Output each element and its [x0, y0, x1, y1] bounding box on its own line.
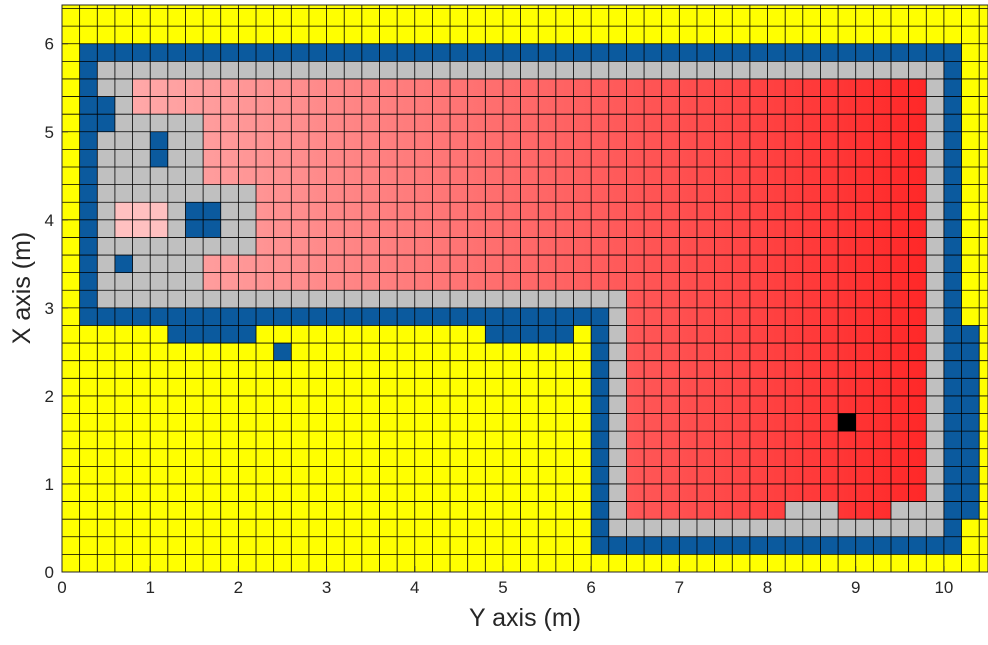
y-tick-label: 0 [45, 563, 54, 582]
map-region [626, 79, 926, 519]
y-tick-label: 3 [45, 299, 54, 318]
x-tick-label: 1 [145, 578, 154, 597]
map-region [838, 414, 856, 432]
chart: Y axis (m) X axis (m) 0 1 2 3 4 5 6 7 8 9 10 0 1 2 3 4 5… [0, 0, 988, 640]
x-tick-label: 6 [586, 578, 595, 597]
y-tick-label: 4 [45, 211, 54, 230]
y-axis-label: X axis (m) [8, 232, 36, 345]
y-tick-label: 1 [45, 475, 54, 494]
plot-area [62, 5, 988, 572]
map-region [115, 255, 133, 273]
x-tick-label: 5 [498, 578, 507, 597]
y-tick-label: 5 [45, 123, 54, 142]
map-region [962, 325, 980, 519]
x-tick-label: 9 [851, 578, 860, 597]
map-region [168, 325, 256, 343]
y-tick-label: 2 [45, 387, 54, 406]
x-tick-label: 7 [675, 578, 684, 597]
page: Y axis (m) X axis (m) 0 1 2 3 4 5 6 7 8 9 10 0 1 2 3 4 5… [0, 0, 988, 640]
map-region [485, 325, 573, 343]
x-tick-label: 2 [234, 578, 243, 597]
x-tick-label: 0 [57, 578, 66, 597]
y-tick-label: 6 [45, 35, 54, 54]
x-tick-label: 3 [322, 578, 331, 597]
x-tick-label: 10 [934, 578, 953, 597]
x-tick-label: 8 [763, 578, 772, 597]
x-tick-label: 4 [410, 578, 419, 597]
x-axis-label: Y axis (m) [469, 604, 581, 632]
map-region [274, 343, 292, 361]
